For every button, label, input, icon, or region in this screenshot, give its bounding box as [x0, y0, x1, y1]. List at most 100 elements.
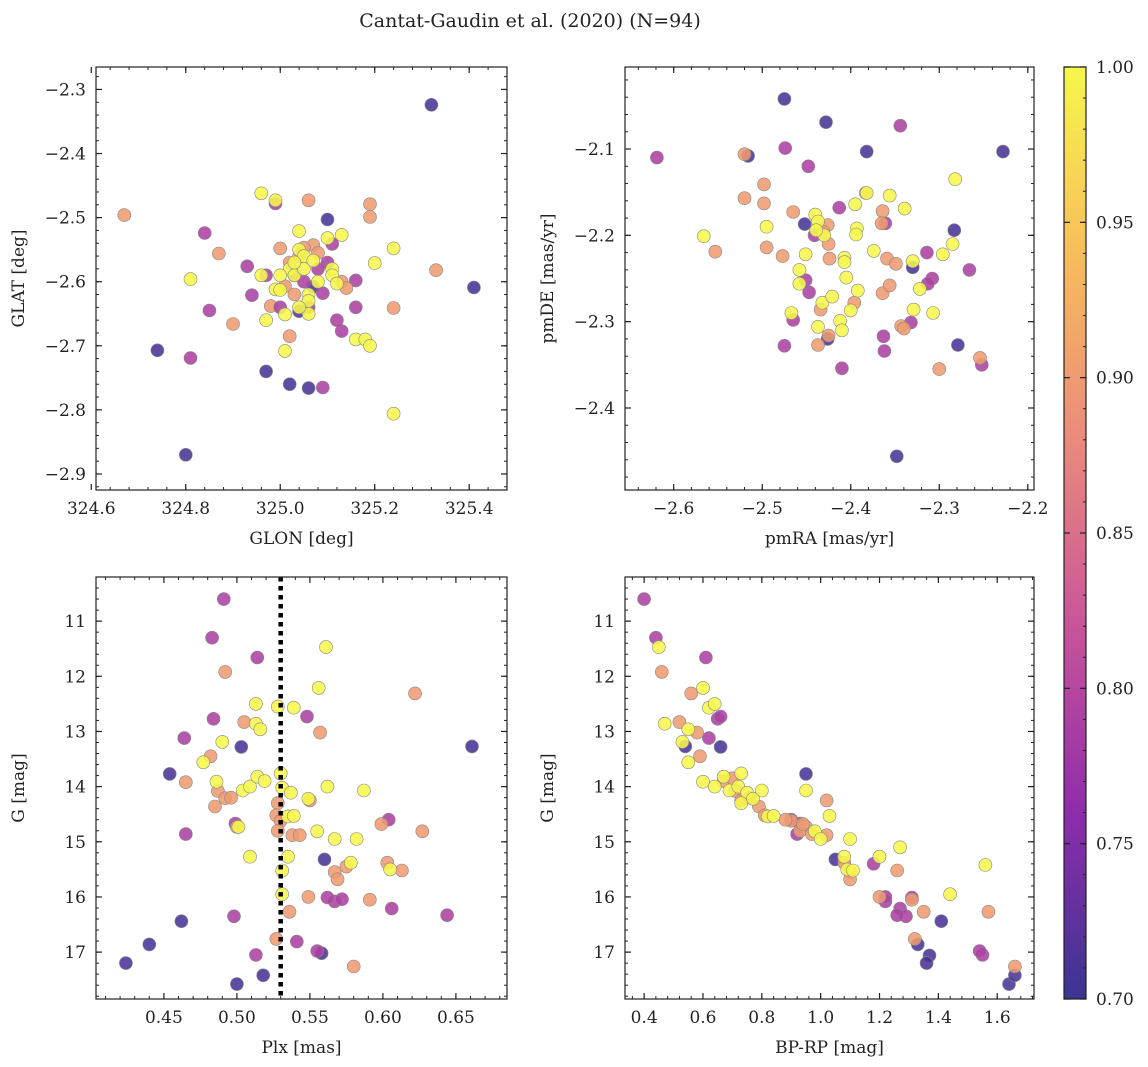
- x-tick-label: −2.2: [1007, 499, 1048, 519]
- y-axis-label: pmDE [mas/yr]: [538, 213, 558, 343]
- scatter-panel-plx-g: 0.45 0.50 0.55 0.60 0.65 11 12 13 14 15 16 17 Plx [m…: [9, 576, 508, 1058]
- data-point: [313, 725, 327, 740]
- data-point: [268, 193, 283, 208]
- data-point: [696, 229, 711, 243]
- y-tick-label: −2.7: [45, 337, 86, 357]
- data-point: [943, 887, 957, 902]
- data-point: [849, 227, 863, 242]
- data-point: [319, 640, 333, 654]
- data-point: [119, 956, 133, 970]
- data-point: [775, 249, 790, 263]
- y-tick-label: 15: [593, 833, 615, 853]
- data-point: [320, 779, 335, 794]
- data-point: [675, 735, 690, 749]
- x-tick-label: 325.4: [445, 499, 494, 519]
- data-point: [237, 715, 251, 729]
- data-point: [713, 740, 728, 754]
- data-point: [835, 361, 849, 376]
- y-tick-label: 14: [64, 778, 86, 798]
- x-tick-label: 0.65: [437, 1008, 475, 1028]
- data-point: [681, 755, 696, 770]
- scatter-panel-pmra-pmde: −2.6 −2.5 −2.4 −2.3 −2.2 −2.4 −2.3 −2.2 −2.1 pmRA…: [538, 66, 1048, 549]
- data-point: [654, 665, 669, 679]
- data-point: [245, 288, 259, 303]
- data-point: [142, 937, 157, 952]
- data-point: [282, 329, 297, 344]
- data-point: [177, 731, 192, 745]
- data-point: [754, 783, 769, 798]
- data-point: [876, 329, 891, 344]
- data-point: [253, 722, 268, 737]
- data-point: [875, 204, 890, 218]
- data-point: [766, 809, 781, 823]
- y-tick-label: 16: [64, 888, 86, 908]
- data-point: [250, 650, 265, 665]
- data-point: [996, 144, 1010, 159]
- data-point: [327, 832, 342, 846]
- data-point: [889, 449, 904, 464]
- x-tick-label: 0.4: [631, 1008, 658, 1028]
- data-point: [978, 858, 993, 872]
- data-point: [819, 793, 834, 808]
- data-point: [343, 855, 358, 870]
- y-tick-label: 11: [593, 612, 615, 632]
- data-point: [208, 799, 222, 814]
- data-point: [415, 824, 430, 839]
- data-point: [757, 177, 771, 192]
- data-point: [819, 115, 833, 129]
- data-point: [906, 302, 921, 317]
- data-point: [183, 351, 198, 365]
- data-point: [240, 259, 254, 274]
- data-point: [429, 263, 443, 278]
- x-axis-label: GLON [deg]: [249, 529, 353, 549]
- data-point: [951, 338, 965, 352]
- data-point: [650, 150, 664, 165]
- x-tick-label: −2.6: [653, 499, 694, 519]
- data-point: [297, 262, 311, 276]
- colorbar-tick-label: 0.70: [1096, 990, 1134, 1010]
- data-point: [215, 735, 230, 749]
- data-point: [713, 709, 728, 724]
- data-point: [777, 338, 792, 353]
- data-point: [395, 863, 409, 878]
- data-point: [320, 231, 335, 245]
- data-point: [801, 159, 816, 174]
- data-point: [206, 711, 221, 726]
- y-tick-label: −2.5: [45, 209, 86, 229]
- x-tick-label: 0.50: [218, 1008, 256, 1028]
- data-point: [832, 200, 847, 215]
- data-point: [699, 650, 713, 665]
- data-point: [837, 849, 852, 864]
- data-point: [300, 709, 314, 724]
- data-point: [234, 740, 249, 754]
- data-point: [796, 817, 810, 831]
- data-point: [330, 313, 344, 328]
- y-tick-label: −2.3: [574, 313, 615, 333]
- data-point: [708, 244, 723, 259]
- data-point: [374, 817, 389, 831]
- data-point: [874, 216, 889, 231]
- data-point: [945, 237, 960, 251]
- data-point: [792, 263, 807, 277]
- data-point: [934, 914, 949, 929]
- data-point: [897, 201, 912, 216]
- data-point: [802, 285, 816, 300]
- data-point: [363, 210, 377, 224]
- data-point: [162, 767, 177, 781]
- x-axis-label: Plx [mas]: [261, 1038, 341, 1058]
- data-point: [243, 849, 257, 864]
- data-point: [174, 914, 189, 929]
- data-point: [850, 283, 865, 298]
- y-axis-label: GLAT [deg]: [9, 229, 29, 327]
- data-point: [890, 863, 905, 878]
- data-point: [935, 247, 950, 262]
- x-axis-label: pmRA [mas/yr]: [765, 529, 894, 549]
- data-point: [916, 904, 931, 919]
- y-tick-label: 15: [64, 833, 86, 853]
- data-point: [866, 244, 881, 258]
- data-point: [117, 208, 132, 222]
- data-point: [972, 944, 987, 958]
- data-point: [363, 338, 377, 353]
- y-axis-label: G [mag]: [538, 753, 558, 822]
- data-point: [786, 205, 801, 219]
